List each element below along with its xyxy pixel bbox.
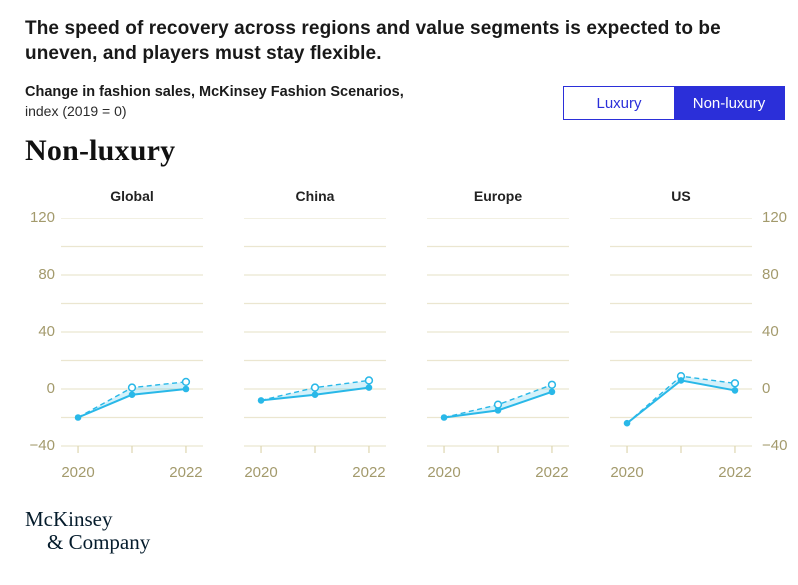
y-tick-label: 120: [29, 209, 55, 227]
y-axis-left: 120 80 40 0 −40: [25, 209, 61, 454]
x-tick-label: 2022: [718, 464, 752, 482]
x-tick-label: 2022: [169, 464, 203, 482]
section-heading: Non-luxury: [25, 134, 176, 168]
chart-panels: Global 2020 2022 China 2020 2022 Europe 2020 202…: [61, 184, 752, 488]
y-tick-label: 0: [762, 380, 771, 398]
y-tick-label: 80: [38, 266, 55, 284]
y-tick-label: 80: [762, 266, 779, 284]
chart-subtitle: Change in fashion sales, McKinsey Fashio…: [25, 84, 404, 119]
panel-plot: [244, 217, 386, 454]
header: The speed of recovery across regions and…: [0, 0, 798, 66]
chart-panel: China 2020 2022: [244, 184, 386, 488]
chart-panel: US 2020 2022: [610, 184, 752, 488]
segment-toggle-group: Luxury Non-luxury: [563, 86, 785, 121]
small-multiples-chart: 120 80 40 0 −40 Global 2020 2022 China 2020 2022 E…: [0, 168, 798, 488]
x-axis-labels: 2020 2022: [610, 464, 752, 488]
logo-line-1: McKinsey: [25, 507, 113, 532]
subtitle-line-2: index (2019 = 0): [25, 103, 127, 120]
x-tick-label: 2020: [244, 464, 278, 482]
panel-title: Global: [110, 188, 154, 205]
x-tick-label: 2020: [61, 464, 95, 482]
y-tick-label: −40: [762, 437, 788, 455]
x-tick-label: 2022: [352, 464, 386, 482]
mckinsey-logo: McKinsey & Company: [25, 508, 798, 554]
y-axis-right: 120 80 40 0 −40: [752, 209, 796, 454]
toggle-option-luxury[interactable]: Luxury: [564, 87, 674, 120]
x-axis-labels: 2020 2022: [244, 464, 386, 488]
page-title: The speed of recovery across regions and…: [25, 18, 721, 65]
panel-title: Europe: [473, 188, 523, 205]
toggle-option-non-luxury[interactable]: Non-luxury: [674, 87, 784, 120]
chart-panel: Europe 2020 2022: [427, 184, 569, 488]
logo-line-2: & Company: [47, 530, 151, 555]
subtitle-row: Change in fashion sales, McKinsey Fashio…: [0, 66, 798, 121]
x-tick-label: 2020: [427, 464, 461, 482]
panel-plot: [610, 217, 752, 454]
subtitle-line-1: Change in fashion sales, McKinsey Fashio…: [25, 84, 404, 101]
x-tick-label: 2020: [610, 464, 644, 482]
y-tick-label: 120: [762, 209, 788, 227]
y-tick-label: 0: [46, 380, 55, 398]
y-tick-label: 40: [38, 323, 55, 341]
y-tick-label: −40: [29, 437, 55, 455]
x-tick-label: 2022: [535, 464, 569, 482]
y-tick-label: 40: [762, 323, 779, 341]
panel-title: US: [671, 188, 691, 205]
panel-plot: [61, 217, 203, 454]
panel-plot: [427, 217, 569, 454]
chart-panel: Global 2020 2022: [61, 184, 203, 488]
panel-title: China: [295, 188, 335, 205]
x-axis-labels: 2020 2022: [61, 464, 203, 488]
x-axis-labels: 2020 2022: [427, 464, 569, 488]
